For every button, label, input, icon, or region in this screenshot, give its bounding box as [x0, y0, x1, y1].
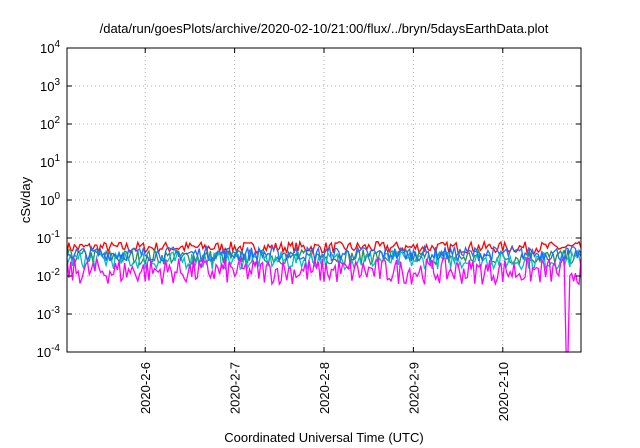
y-tick-label: 102: [40, 115, 60, 132]
y-tick-label: 103: [40, 77, 60, 94]
x-axis-label: Coordinated Universal Time (UTC): [224, 430, 423, 445]
y-tick-label: 104: [40, 39, 60, 56]
x-tick-label: 2020-2-9: [406, 362, 421, 414]
y-axis-label: cSv/day: [18, 176, 33, 223]
x-tick-label: 2020-2-6: [138, 362, 153, 414]
grid-lines: [67, 48, 581, 352]
y-tick-label: 101: [40, 153, 60, 170]
x-tick-label: 2020-2-8: [317, 362, 332, 414]
x-tick-label: 2020-2-7: [228, 362, 243, 414]
y-tick-label: 10-4: [37, 343, 61, 360]
y-axis: 10-4 10-3 10-2 10-1 100 101 102 103 104: [37, 39, 581, 360]
y-tick-label: 10-1: [37, 229, 61, 246]
x-tick-label: 2020-2-10: [496, 362, 511, 421]
data-series: [66, 239, 582, 353]
series-line: [66, 255, 582, 353]
chart-title: /data/run/goesPlots/archive/2020-02-10/2…: [100, 21, 549, 36]
series-line: [66, 239, 582, 255]
y-tick-label: 10-2: [37, 267, 61, 284]
x-axis: 2020-2-6 2020-2-7 2020-2-8 2020-2-9 2020-2-1…: [138, 48, 511, 421]
y-tick-label: 10-3: [37, 305, 61, 322]
y-tick-label: 100: [40, 191, 60, 208]
series-line: [66, 244, 582, 264]
